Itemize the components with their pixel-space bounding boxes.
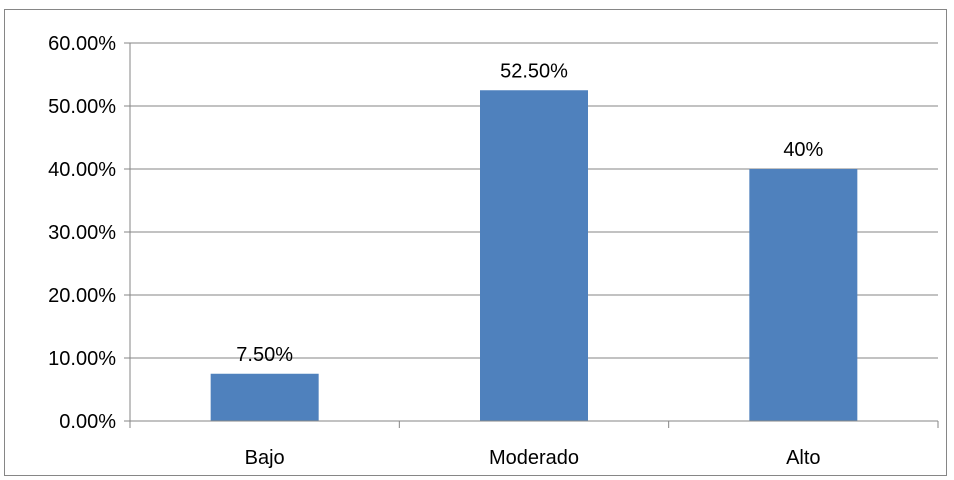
data-label: 7.50% xyxy=(236,344,293,366)
y-tick-label: 50.00% xyxy=(48,96,116,118)
y-tick-label: 40.00% xyxy=(48,159,116,181)
y-tick-label: 60.00% xyxy=(48,33,116,55)
data-label: 40% xyxy=(783,139,823,161)
y-tick-label: 0.00% xyxy=(59,411,116,433)
y-tick-label: 20.00% xyxy=(48,285,116,307)
bar-bajo xyxy=(210,373,319,421)
y-tick-label: 30.00% xyxy=(48,222,116,244)
category-label: Moderado xyxy=(489,447,579,469)
category-label: Bajo xyxy=(245,447,285,469)
bar-alto xyxy=(749,169,858,421)
data-label: 52.50% xyxy=(500,60,568,82)
category-label: Alto xyxy=(786,447,820,469)
bar-moderado xyxy=(480,90,588,421)
y-tick-label: 10.00% xyxy=(48,348,116,370)
